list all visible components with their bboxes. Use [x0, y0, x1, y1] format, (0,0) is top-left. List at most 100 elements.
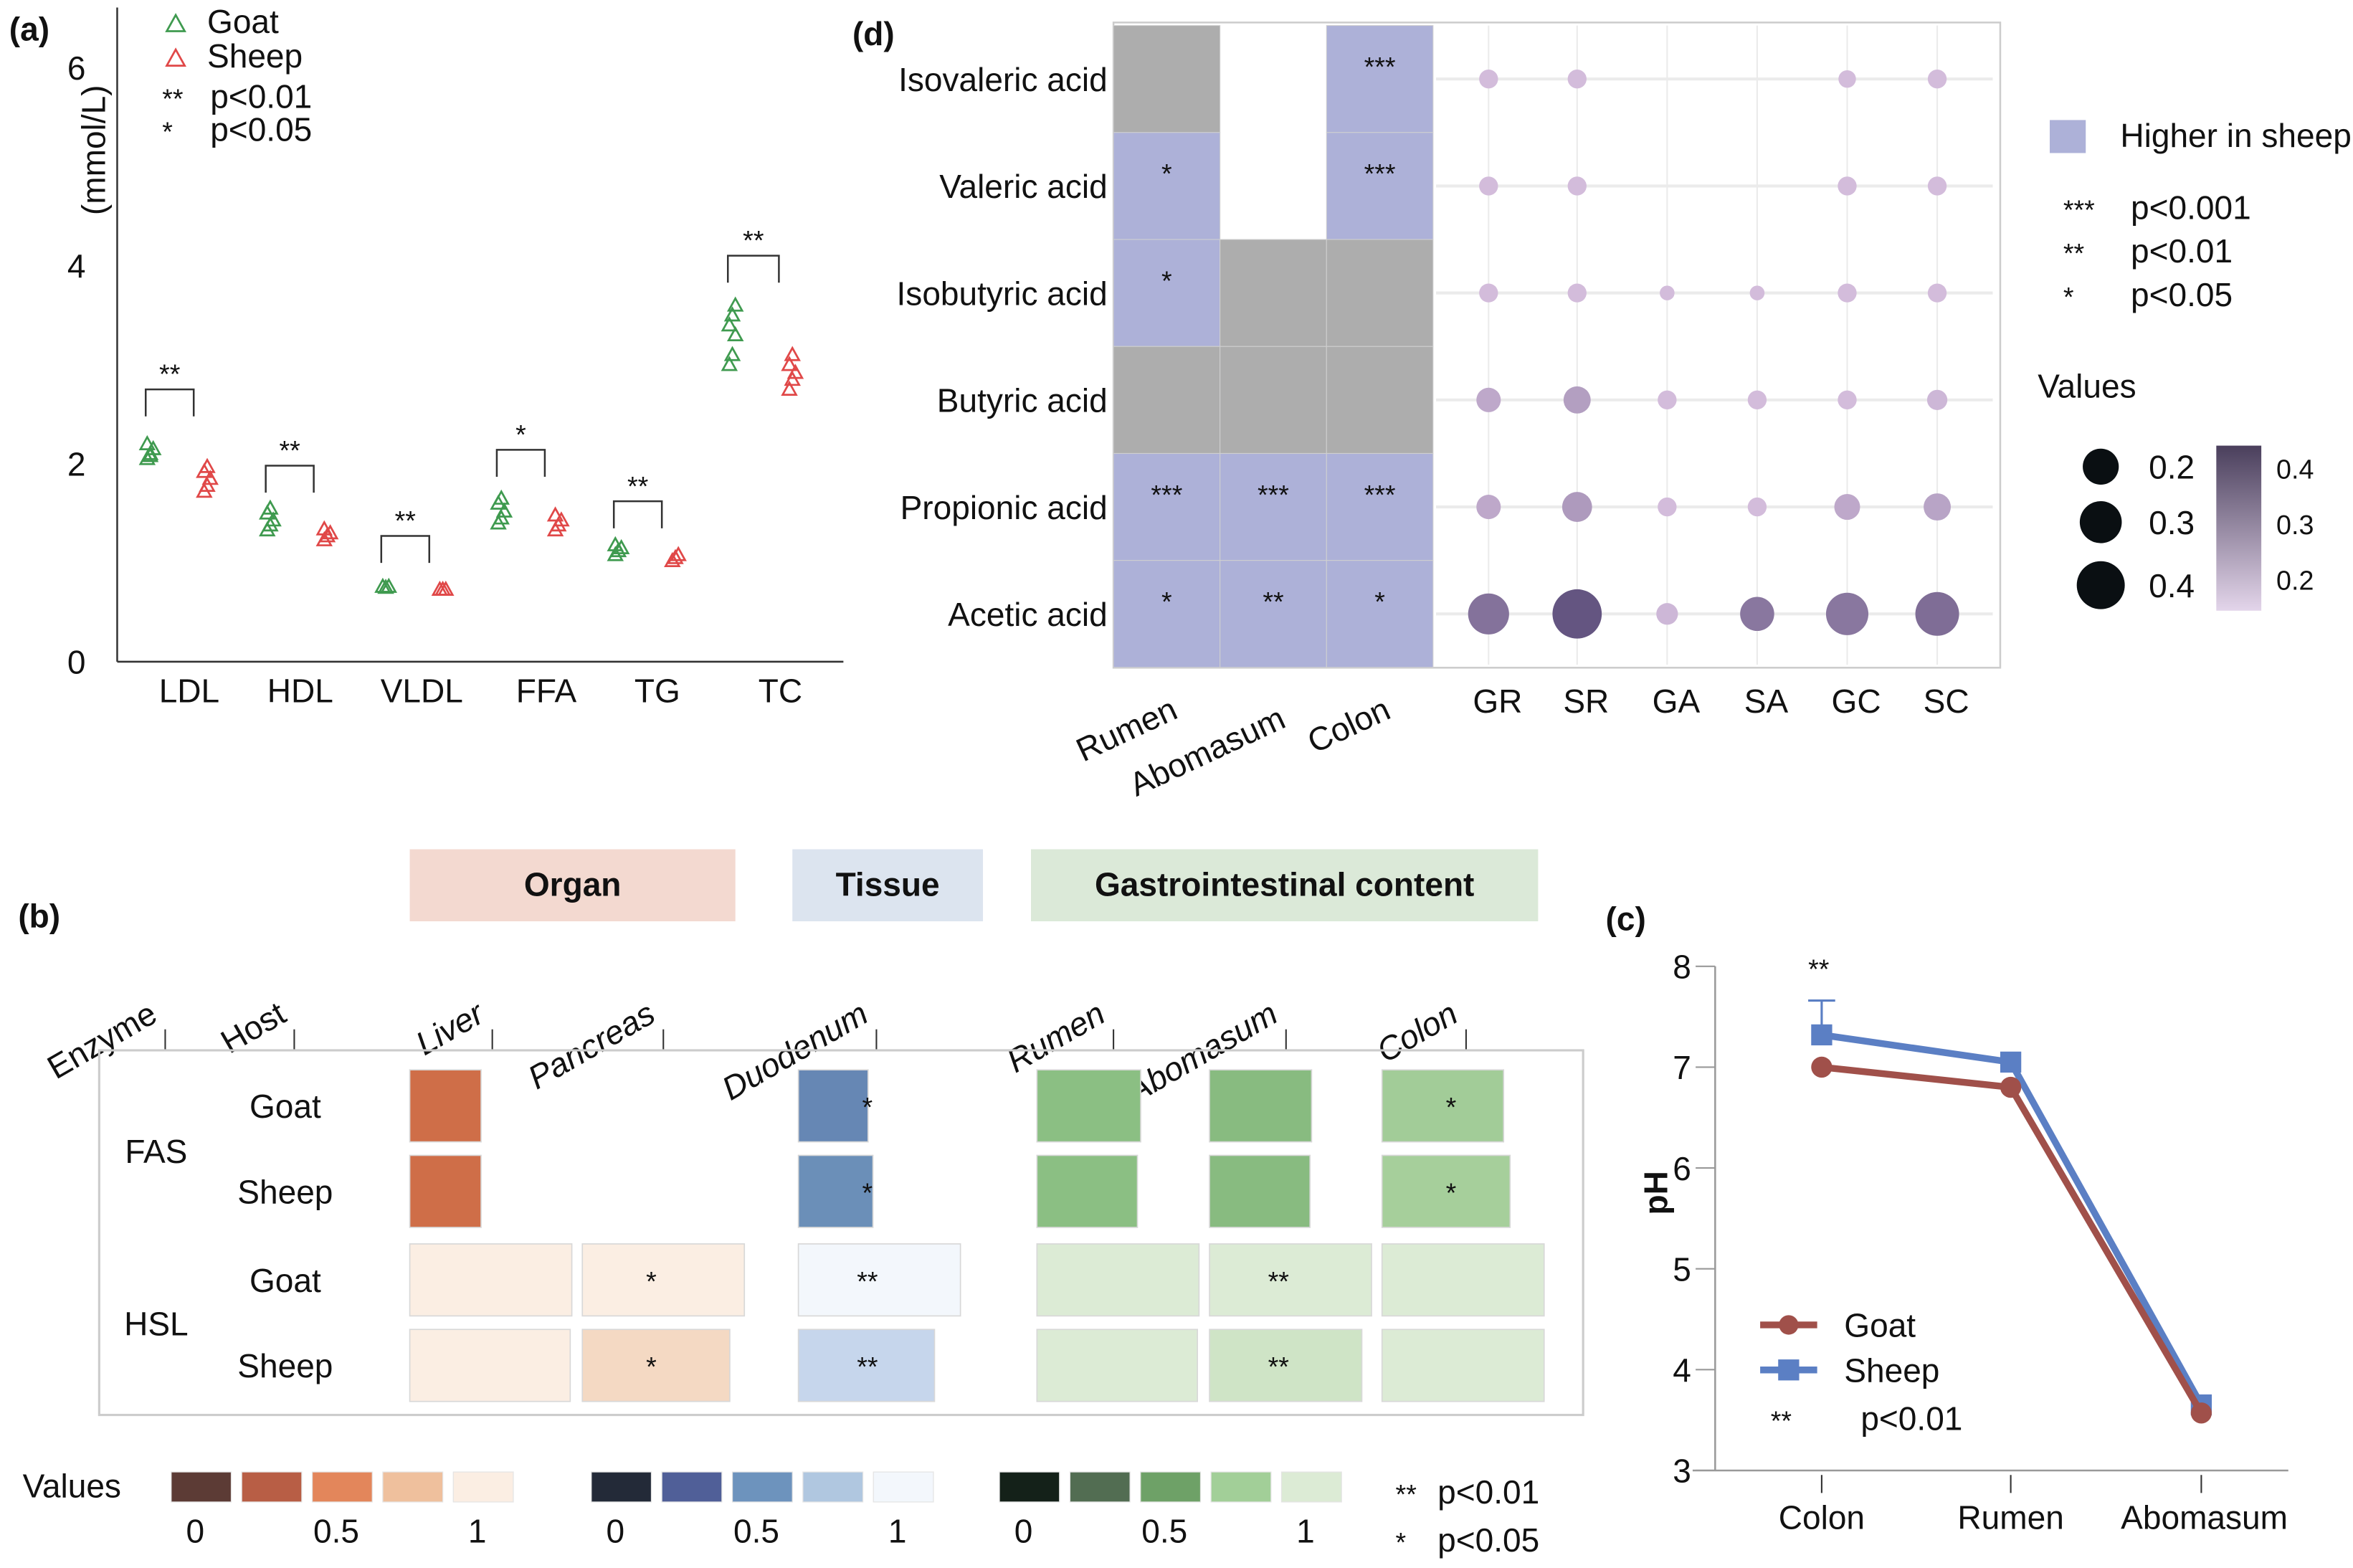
- heatmap-cell: [581, 1329, 731, 1402]
- bubble: [1567, 283, 1587, 303]
- data-point-goat: [723, 306, 741, 322]
- legend-tick-label: 0.5: [1141, 1512, 1187, 1549]
- heatmap-tile: [1113, 239, 1221, 347]
- data-point-sheep: [667, 548, 684, 564]
- legend-color-swatch: [999, 1471, 1060, 1503]
- row-label: Butyric acid: [937, 382, 1108, 419]
- heatmap-tile: [1220, 560, 1327, 668]
- y-tick-label: 5: [1673, 1250, 1691, 1288]
- panel-d: (d)Isovaleric acid ***Valeric acid * ***Iso…: [852, 15, 2352, 804]
- data-point-goat: [607, 536, 624, 551]
- legend-size-circle: [2083, 448, 2119, 485]
- bubble: [1834, 494, 1860, 521]
- heatmap-cell: [1381, 1243, 1545, 1317]
- legend-sheep-icon: [165, 47, 186, 67]
- significance-bracket: [144, 388, 195, 417]
- y-tick-label: 8: [1673, 949, 1691, 986]
- panel-label: (d): [852, 15, 895, 52]
- significance-mark: **: [1268, 1266, 1290, 1296]
- bubble: [1476, 495, 1501, 520]
- group-header-box: [1030, 849, 1539, 921]
- heatmap-cell: [1209, 1329, 1363, 1402]
- legend-tick-label: 0.5: [313, 1512, 359, 1549]
- y-tick-label: 6: [1673, 1150, 1691, 1187]
- heatmap-cell: [1381, 1329, 1545, 1402]
- bubble: [1468, 593, 1509, 635]
- x-tick-label: HDL: [267, 672, 333, 709]
- data-point-goat: [721, 356, 738, 371]
- data-point-sheep: [199, 457, 216, 473]
- legend-tile-swatch: [2050, 120, 2086, 153]
- bubble: [1825, 592, 1869, 635]
- significance-mark: **: [1268, 1351, 1290, 1382]
- panel-label: (b): [18, 897, 60, 934]
- bubble: [1561, 492, 1592, 522]
- heatmap-cell: [409, 1154, 482, 1228]
- bubble: [1479, 176, 1498, 196]
- significance-mark: **: [857, 1351, 878, 1382]
- bubble: [1927, 70, 1947, 89]
- data-point-goat: [262, 499, 279, 515]
- legend-size-label: 0.3: [2149, 504, 2195, 541]
- legend-size-circle: [2079, 501, 2122, 543]
- legend-tick-label: 0: [606, 1512, 624, 1549]
- significance-mark: **: [279, 435, 300, 465]
- bubble: [1658, 497, 1677, 517]
- panel-b: (b) Organ Tissue Gastrointestinal content En…: [18, 849, 1584, 1559]
- significance-mark: *: [646, 1351, 657, 1382]
- legend-color-swatch: [382, 1471, 444, 1503]
- bubble: [1563, 386, 1591, 414]
- data-point-goat: [2190, 1402, 2212, 1424]
- heatmap-tile: [1113, 25, 1221, 133]
- data-point-goat: [377, 579, 394, 594]
- bubble: [1740, 597, 1774, 632]
- legend-size-label: 0.2: [2149, 449, 2195, 486]
- y-tick-label: 0: [67, 644, 86, 681]
- bubble: [1658, 390, 1677, 410]
- significance-mark: **: [627, 471, 649, 501]
- data-point-goat: [726, 296, 744, 312]
- row-label: Acetic acid: [948, 596, 1108, 633]
- data-point-sheep: [553, 511, 570, 527]
- legend-color-swatch: [171, 1471, 232, 1503]
- heatmap-cell: [409, 1243, 573, 1317]
- legend-tick-label: 1: [1296, 1512, 1315, 1549]
- data-point-goat: [141, 447, 159, 462]
- header-label: Enzyme: [41, 994, 163, 1086]
- bubble: [1926, 389, 1948, 410]
- legend-color-swatch: [873, 1471, 934, 1503]
- heatmap-cell: [1209, 1069, 1313, 1143]
- legend-title: Values: [23, 1468, 121, 1505]
- legend-color-swatch: [661, 1471, 723, 1503]
- legend-color-swatch: [1069, 1471, 1131, 1503]
- legend-tick-label: 0: [186, 1512, 204, 1549]
- x-tick-label: Rumen: [1957, 1499, 2063, 1536]
- group-header-box: [792, 849, 984, 921]
- bubble: [1927, 283, 1947, 303]
- legend-colorbar-label: 0.2: [2276, 565, 2314, 595]
- heatmap-cell: [1036, 1243, 1200, 1317]
- significance-mark: *: [1161, 265, 1172, 295]
- legend-color-swatch: [1210, 1471, 1272, 1503]
- heatmap-tile: [1326, 239, 1434, 347]
- heatmap-tile: [1113, 560, 1221, 668]
- data-point-goat: [726, 326, 744, 342]
- legend-color-swatch: [241, 1471, 303, 1503]
- significance-bracket: [495, 449, 546, 477]
- legend-goat-label: Goat: [207, 3, 279, 40]
- heatmap-cell: [1381, 1154, 1511, 1228]
- bubble: [1747, 497, 1767, 517]
- data-point-goat: [493, 489, 510, 505]
- column-label: Pancreas: [521, 994, 660, 1096]
- heatmap-cell: [1209, 1243, 1372, 1317]
- y-tick-label: 2: [67, 445, 86, 483]
- column-label: Liver: [409, 994, 491, 1063]
- heatmap-tile: [1220, 346, 1327, 454]
- heatmap-cell: [797, 1329, 936, 1402]
- bubble: [1479, 70, 1498, 89]
- significance-mark: *: [1161, 158, 1172, 189]
- x-tick-label: Abomasum: [2121, 1499, 2288, 1536]
- bubble: [1476, 387, 1501, 412]
